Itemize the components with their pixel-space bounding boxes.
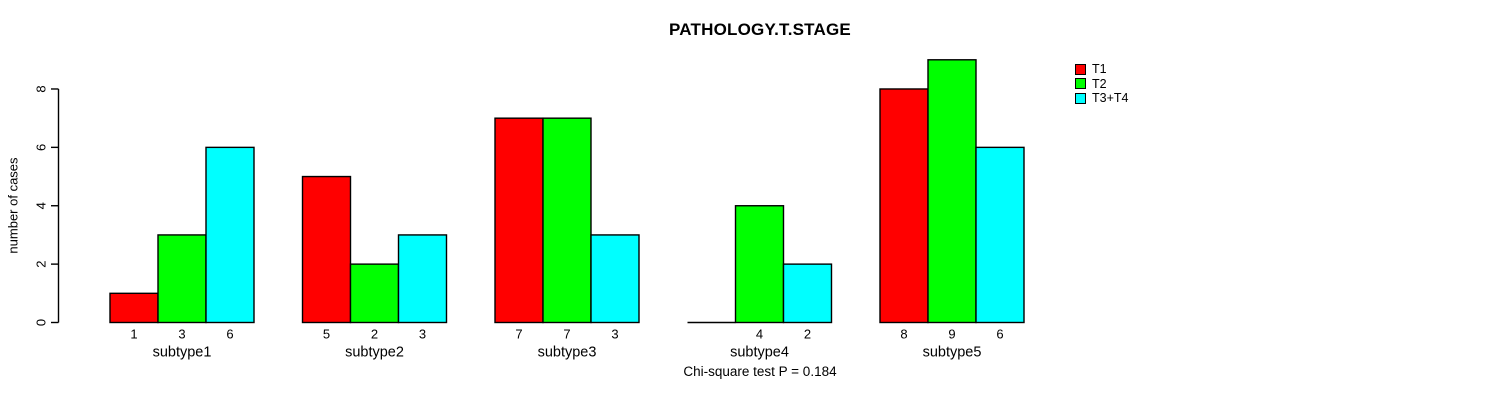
bar-value-label: 5 <box>323 327 330 342</box>
legend-item-T3+T4: T3+T4 <box>1075 91 1128 106</box>
bar-subtype3-T1 <box>494 117 544 324</box>
bar-value-label: 2 <box>371 327 378 342</box>
bar-subtype1-T2 <box>157 234 207 324</box>
legend-label-T2: T2 <box>1092 76 1107 91</box>
legend-swatch-T1 <box>1075 63 1086 75</box>
legend-label-T1: T1 <box>1092 62 1107 77</box>
bar-value-label: 9 <box>948 327 955 342</box>
bar-subtype4-T3+T4 <box>782 263 833 324</box>
y-axis-tick-label: 0 <box>34 319 49 326</box>
category-label-subtype1: subtype1 <box>153 345 212 361</box>
y-axis-tick-label: 4 <box>34 202 49 209</box>
bar-subtype2-T2 <box>349 263 400 324</box>
bar-value-label: 3 <box>419 327 426 342</box>
bar-subtype2-T1 <box>301 175 352 324</box>
bar-subtype4-T2 <box>734 205 785 324</box>
bar-value-label: 7 <box>515 327 522 342</box>
chart-title: PATHOLOGY.T.STAGE <box>669 20 851 39</box>
bar-subtype5-T1 <box>879 88 929 324</box>
bar-subtype3-T2 <box>542 117 592 324</box>
bar-subtype5-T3+T4 <box>975 146 1025 324</box>
y-axis-tick-label: 8 <box>34 85 49 92</box>
category-label-subtype2: subtype2 <box>345 345 404 361</box>
bar-subtype5-T2 <box>927 59 977 324</box>
category-label-subtype4: subtype4 <box>730 345 789 361</box>
legend-item-T2: T2 <box>1075 77 1128 92</box>
legend-item-T1: T1 <box>1075 62 1128 77</box>
category-label-subtype3: subtype3 <box>538 345 597 361</box>
bar-value-label: 6 <box>226 327 233 342</box>
legend: T1 T2 T3+T4 <box>1075 62 1128 106</box>
bar-subtype2-T3+T4 <box>397 234 448 324</box>
bar-value-label: 4 <box>756 327 763 342</box>
category-label-subtype5: subtype5 <box>923 345 982 361</box>
chi-square-note: Chi-square test P = 0.184 <box>683 364 837 379</box>
bar-value-label: 6 <box>996 327 1003 342</box>
bar-value-label: 1 <box>130 327 137 342</box>
bar-subtype1-T3+T4 <box>205 146 255 324</box>
legend-swatch-T3+T4 <box>1075 92 1086 104</box>
bar-value-label: 8 <box>900 327 907 342</box>
y-axis-tick-label: 2 <box>34 261 49 268</box>
bar-value-label: 2 <box>804 327 811 342</box>
legend-label-T3+T4: T3+T4 <box>1092 91 1129 106</box>
bar-value-label: 7 <box>563 327 570 342</box>
bar-value-label: 3 <box>178 327 185 342</box>
bar-subtype1-T1 <box>109 292 159 324</box>
legend-swatch-T2 <box>1075 78 1086 90</box>
bar-subtype3-T3+T4 <box>590 234 640 324</box>
bar-value-label: 3 <box>611 327 618 342</box>
y-axis-tick-label: 6 <box>34 144 49 151</box>
